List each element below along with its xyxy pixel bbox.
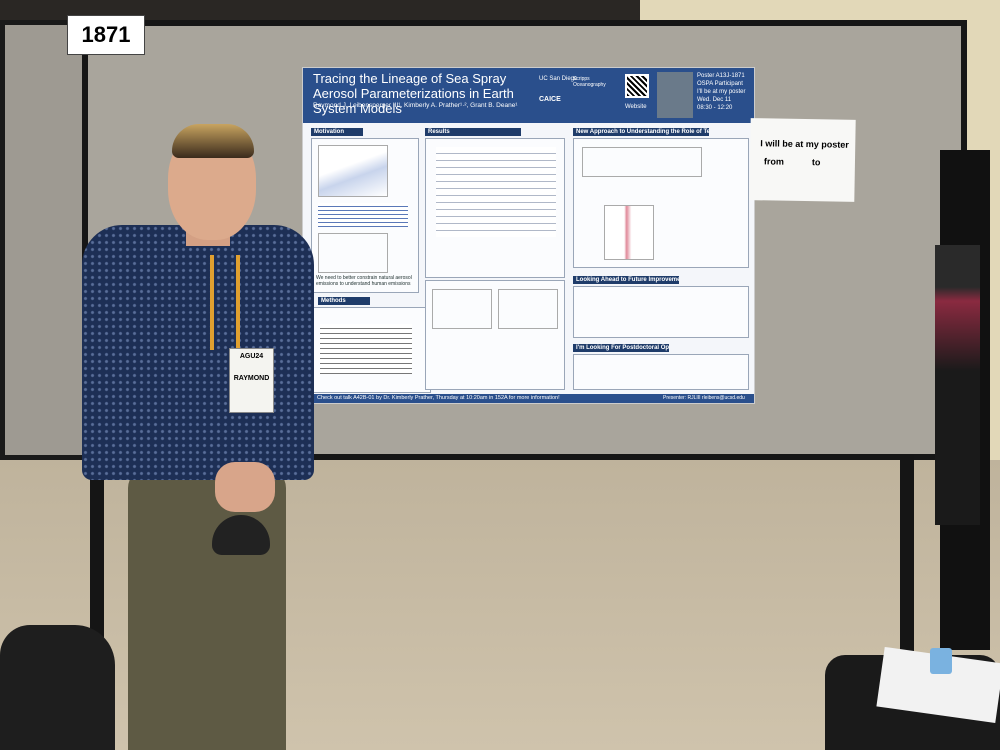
section-header: New Approach to Understanding the Role o… [573,128,709,136]
presenter-photo [657,72,693,118]
qr-code [625,74,649,98]
motivation-note: We need to better constrain natural aero… [316,275,412,287]
table [320,324,412,374]
section-header: Motivation [311,128,363,136]
poster-footer [303,394,754,403]
sign-text: to [811,157,821,168]
sign: I will be at my poster from to [749,118,856,202]
text-block [318,203,408,227]
motivation-box: We need to better constrain natural aero… [311,138,419,293]
cup [930,648,952,674]
presenter-text: Presenter: RJLIII rleibens@ucsd.edu [663,395,745,401]
schedule-line: 08:30 - 12:20 [697,105,733,111]
website-label: Website [625,104,647,110]
footer-text: Check out talk A42B-01 by Dr. Kimberly P… [317,395,560,401]
person-hands [215,462,275,512]
poster-authors: Raymond J. Leibensperger III¹, Kimberly … [313,102,518,109]
schedule-line: Wed. Dec 11 [697,97,732,103]
approach-box [573,138,749,268]
figure [318,145,388,197]
schedule: Poster A13J-1871 OSPA Participant I'll b… [697,72,753,112]
lanyard [210,255,240,350]
person-shirt [82,225,314,480]
booth-number: 1871 [67,15,145,55]
postdoc-box [573,354,749,390]
person-pants [128,468,286,750]
future-box [573,286,749,338]
poster: Tracing the Lineage of Sea Spray Aerosol… [302,67,755,404]
schedule-line: OSPA Participant [697,81,743,87]
cap [212,515,270,555]
schedule-line: I'll be at my poster [697,89,746,95]
figure [582,147,702,177]
badge: AGU24 RAYMOND [229,348,274,413]
figure [432,289,492,329]
figure [318,233,388,273]
logo: UC San Diego [539,76,578,82]
visitor [935,245,980,525]
badge-event: AGU24 [239,353,264,360]
schedule-line: Poster A13J-1871 [697,73,745,79]
post-right [900,455,914,665]
person-hair [172,124,254,158]
sign-text: I will be at my poster [760,138,849,150]
logo: CAICE [539,96,561,103]
section-header: Methods [318,297,370,305]
results-figure-box [425,280,565,390]
section-header: Results [425,128,521,136]
figure [604,205,654,260]
diagram [436,147,556,237]
figure [498,289,558,329]
methods-box [311,307,431,393]
results-box [425,138,565,278]
sign-text: from [763,156,785,167]
left-board [0,20,88,460]
section-header: I'm Looking For Postdoctoral Opportuniti… [573,344,669,352]
section-header: Looking Ahead to Future Improvements [573,276,679,284]
backpack [0,625,115,750]
logo: Scripps Oceanography [573,76,606,88]
badge-name: RAYMOND [233,375,270,382]
poster-title: Tracing the Lineage of Sea Spray Aerosol… [313,71,514,116]
